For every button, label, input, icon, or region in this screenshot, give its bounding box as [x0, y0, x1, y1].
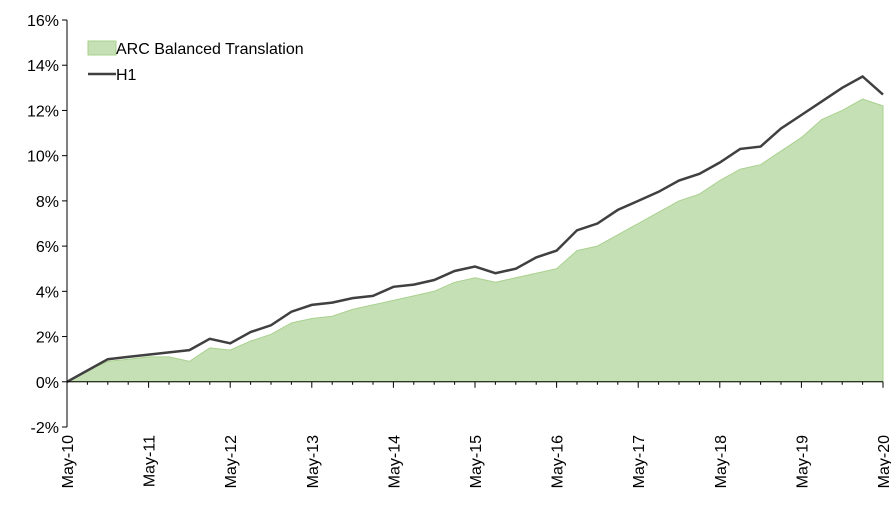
x-tick-label: May-11	[142, 435, 159, 487]
y-tick-label: 6%	[36, 239, 59, 256]
area	[66, 98, 884, 383]
legend-label: ARC Balanced Translation	[116, 41, 304, 58]
y-tick-label: 14%	[27, 58, 59, 75]
y-tick-label: 0%	[36, 375, 59, 392]
x-tick-label: May-15	[468, 435, 485, 488]
x-tick-label: May-16	[550, 435, 567, 488]
x-tick-label: May-12	[223, 435, 240, 488]
x-tick-label: May-13	[305, 435, 322, 488]
legend-swatch	[87, 40, 117, 56]
y-tick-label: 12%	[27, 103, 59, 120]
x-tick-label: May-10	[60, 435, 77, 488]
y-tick-label: 4%	[36, 284, 59, 301]
y-tick-label: 10%	[27, 149, 59, 166]
y-tick-label: 16%	[27, 13, 59, 30]
x-tick-label: May-19	[794, 435, 811, 488]
y-tick-label: -2%	[31, 420, 59, 437]
legend-label: H1	[116, 67, 137, 84]
y-tick-label: 2%	[36, 330, 59, 347]
x-tick-label: May-18	[713, 435, 730, 488]
x-tick-label: May-14	[386, 435, 403, 488]
y-tick-label: 8%	[36, 194, 59, 211]
x-tick-label: May-17	[631, 435, 648, 488]
x-tick-label: May-20	[876, 435, 891, 488]
line	[66, 74, 884, 383]
